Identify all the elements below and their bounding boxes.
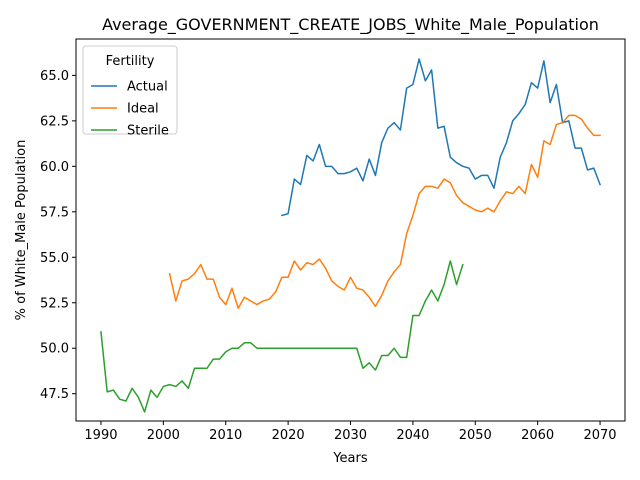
y-axis: 47.5 50.0 52.5 55.0 57.5 60.0 62.5 65.0 [40, 69, 76, 402]
x-tick-label: 2040 [396, 428, 429, 443]
x-axis-label: Years [332, 451, 368, 466]
x-tick-label: 2000 [147, 428, 180, 443]
legend-title: Fertility [106, 54, 155, 69]
x-tick-label: 2010 [209, 428, 242, 443]
legend-label-actual: Actual [127, 80, 168, 95]
x-tick-label: 2050 [459, 428, 492, 443]
y-tick-label: 57.5 [40, 205, 69, 220]
y-tick-label: 62.5 [40, 114, 69, 129]
y-tick-label: 52.5 [40, 296, 69, 311]
chart-title: Average_GOVERNMENT_CREATE_JOBS_White_Mal… [102, 15, 599, 35]
x-tick-label: 2060 [521, 428, 554, 443]
x-tick-label: 2070 [583, 428, 616, 443]
x-axis: 1990 2000 2010 2020 2030 2040 2050 2060 2070 [84, 421, 616, 443]
legend: Fertility Actual Ideal Sterile [83, 46, 177, 139]
x-tick-label: 2030 [334, 428, 367, 443]
x-tick-label: 2020 [272, 428, 305, 443]
y-tick-label: 47.5 [40, 387, 69, 402]
y-tick-label: 60.0 [40, 160, 69, 175]
legend-label-sterile: Sterile [127, 124, 169, 139]
y-tick-label: 50.0 [40, 342, 69, 357]
y-tick-label: 65.0 [40, 69, 69, 84]
legend-label-ideal: Ideal [127, 102, 159, 117]
y-tick-label: 55.0 [40, 251, 69, 266]
y-axis-label: % of White_Male Population [14, 140, 29, 321]
series-line-ideal [170, 115, 600, 308]
x-tick-label: 1990 [84, 428, 117, 443]
series-line-sterile [101, 261, 463, 412]
